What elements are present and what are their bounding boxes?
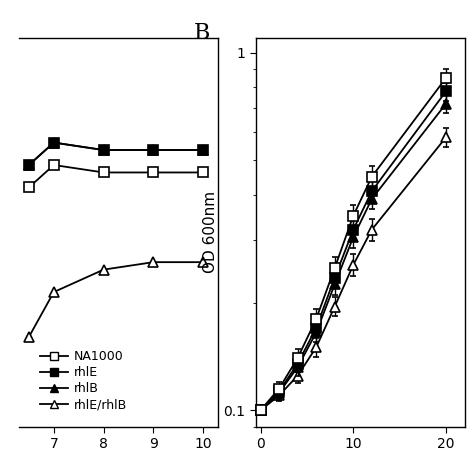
- Y-axis label: OD 600nm: OD 600nm: [203, 191, 218, 273]
- Legend: NA1000, rhlE, rhlB, rhlE/rhlB: NA1000, rhlE, rhlB, rhlE/rhlB: [35, 345, 132, 417]
- Text: B: B: [193, 22, 210, 45]
